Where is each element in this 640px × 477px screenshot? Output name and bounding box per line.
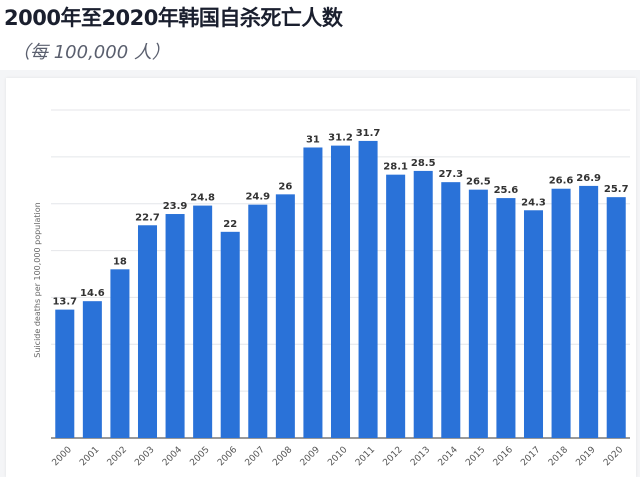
data-label: 28.5: [411, 158, 436, 169]
bar[interactable]: [496, 198, 516, 438]
bar[interactable]: [551, 188, 571, 438]
data-label: 22: [223, 219, 237, 230]
x-tick-label: 2012: [381, 445, 404, 468]
x-tick-label: 2008: [271, 445, 294, 468]
x-tick-label: 2000: [51, 445, 74, 468]
data-label: 23.9: [163, 201, 188, 212]
data-label: 25.7: [604, 184, 629, 195]
x-tick-label: 2015: [464, 445, 487, 468]
y-axis-label: Suicide deaths per 100,000 population: [33, 202, 42, 357]
x-tick-label: 2007: [244, 445, 267, 468]
x-tick-label: 2010: [326, 445, 349, 468]
data-label: 24.9: [245, 192, 270, 203]
data-label: 26.6: [549, 176, 574, 187]
data-label: 24.8: [190, 193, 215, 204]
bar[interactable]: [220, 231, 240, 438]
bar[interactable]: [468, 189, 488, 438]
data-label: 26.9: [576, 173, 601, 184]
bar[interactable]: [330, 145, 351, 438]
bar[interactable]: [193, 205, 213, 438]
data-label: 31: [306, 134, 320, 145]
x-tick-label: 2003: [133, 445, 156, 468]
data-label: 28.1: [383, 162, 408, 173]
x-tick-label: 2004: [161, 445, 184, 468]
x-tick-label: 2009: [299, 445, 322, 468]
data-label: 14.6: [80, 288, 105, 299]
bar[interactable]: [303, 147, 323, 438]
x-tick-label: 2001: [78, 445, 101, 468]
bar[interactable]: [441, 182, 461, 438]
data-label: 31.2: [328, 133, 353, 144]
data-label: 25.6: [494, 185, 519, 196]
x-tick-label: 2017: [519, 445, 542, 468]
x-tick-label: 2019: [574, 445, 597, 468]
bar[interactable]: [413, 170, 433, 438]
bar[interactable]: [579, 185, 599, 438]
bar[interactable]: [358, 140, 378, 438]
data-label: 27.3: [438, 169, 463, 180]
bar[interactable]: [165, 214, 185, 438]
x-tick-labels: 2000 2001 2002 2003 2004 2005 2006 2007 2008 2009…: [51, 445, 626, 468]
x-tick-label: 2005: [188, 445, 211, 468]
bar[interactable]: [55, 309, 75, 438]
bar[interactable]: [110, 269, 130, 438]
bar[interactable]: [248, 204, 268, 438]
data-label: 24.3: [521, 197, 546, 208]
data-label: 22.7: [135, 212, 160, 223]
bar[interactable]: [137, 225, 158, 438]
x-tick-label: 2018: [547, 445, 570, 468]
bar[interactable]: [275, 194, 295, 438]
x-tick-label: 2002: [106, 445, 129, 468]
bar-series: [55, 140, 626, 439]
x-tick-label: 2011: [354, 445, 377, 468]
data-label: 31.7: [356, 128, 381, 139]
bar[interactable]: [606, 197, 626, 438]
x-tick-label: 2020: [602, 445, 625, 468]
bar[interactable]: [523, 210, 544, 438]
bar[interactable]: [82, 301, 102, 438]
x-tick-label: 2014: [437, 445, 460, 468]
page-subtitle: （每 100,000 人）: [12, 42, 170, 63]
x-tick-label: 2016: [492, 445, 515, 468]
data-labels: 13.714.6 18 22.723.924.8 22 24.9 26 31 31.2 31.7…: [52, 128, 628, 308]
data-label: 26: [278, 181, 292, 192]
data-label: 26.5: [466, 177, 491, 188]
data-label: 18: [113, 256, 127, 267]
page-title: 2000年至2020年韩国自杀死亡人数: [4, 6, 343, 30]
x-tick-label: 2006: [216, 445, 239, 468]
bar[interactable]: [386, 174, 406, 439]
data-label: 13.7: [52, 297, 77, 308]
x-tick-label: 2013: [409, 445, 432, 468]
